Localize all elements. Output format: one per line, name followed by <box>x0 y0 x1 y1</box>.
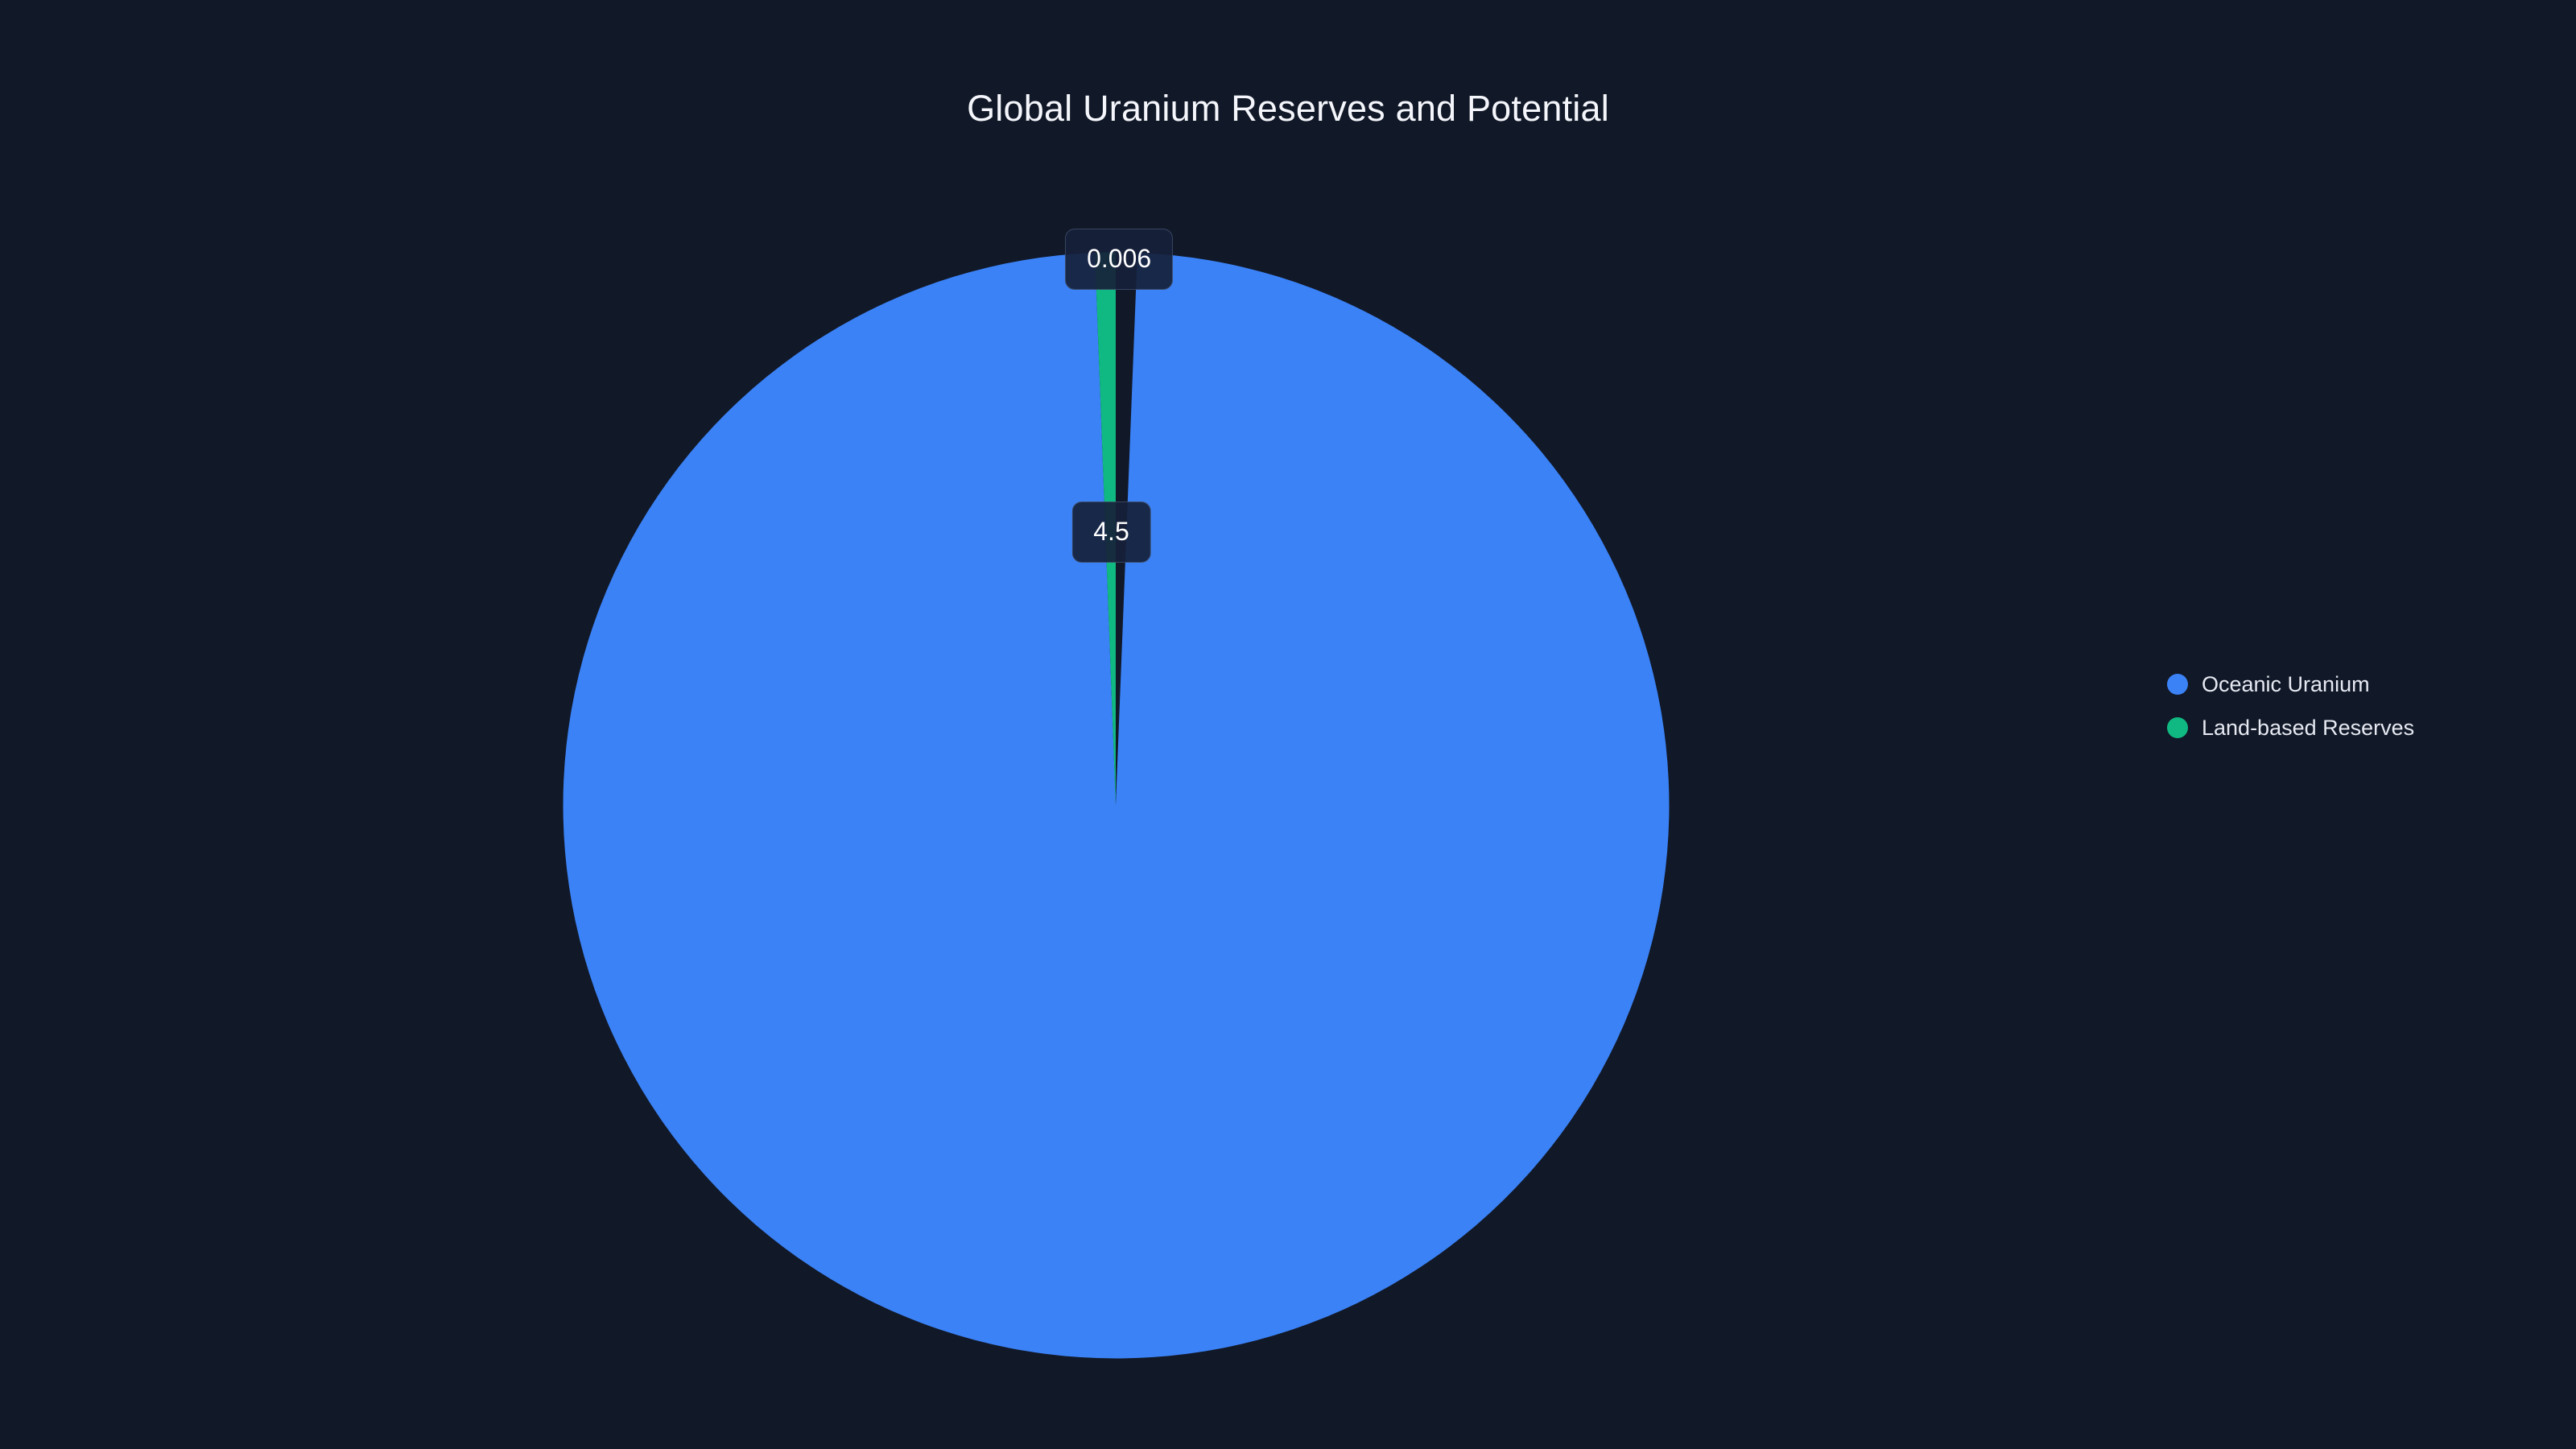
data-label-land-based-reserves: 0.006 <box>1065 228 1174 290</box>
legend-swatch-land-based-reserves <box>2167 717 2188 738</box>
legend-label-oceanic-uranium: Oceanic Uranium <box>2202 671 2370 696</box>
pie-plot-area: 0.006 4.5 <box>563 228 1670 1359</box>
pie-slice-oceanic-uranium[interactable] <box>563 252 1670 1359</box>
chart-title: Global Uranium Reserves and Potential <box>967 88 1609 129</box>
data-label-oceanic-uranium: 4.5 <box>1071 501 1151 563</box>
pie-svg <box>563 252 1670 1359</box>
legend-item-oceanic-uranium[interactable]: Oceanic Uranium <box>2167 670 2414 699</box>
legend-label-land-based-reserves: Land-based Reserves <box>2202 715 2415 740</box>
chart-legend: Oceanic Uranium Land-based Reserves <box>2167 670 2414 742</box>
legend-item-land-based-reserves[interactable]: Land-based Reserves <box>2167 713 2414 742</box>
legend-swatch-oceanic-uranium <box>2167 674 2188 695</box>
